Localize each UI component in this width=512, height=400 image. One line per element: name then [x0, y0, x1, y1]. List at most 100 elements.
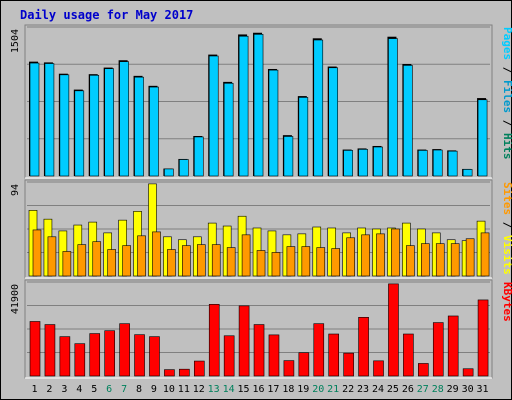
x-tick-label: 14	[223, 384, 235, 395]
sites-bar	[376, 233, 385, 277]
hits-bar	[59, 74, 70, 177]
kbytes-bar	[74, 343, 86, 377]
kbytes-bar	[193, 360, 205, 377]
sites-bar	[271, 252, 281, 277]
kbytes-bar	[119, 323, 130, 377]
x-tick-label: 9	[151, 384, 157, 395]
hits-bar	[208, 55, 219, 177]
x-tick-label: 21	[327, 384, 339, 395]
sites-bar	[301, 246, 311, 277]
sites-bar	[406, 245, 415, 277]
hits-bar	[29, 62, 40, 177]
hits-legend-part: Files	[501, 80, 512, 113]
sites-bar	[196, 244, 206, 277]
hits-bar	[193, 136, 204, 177]
sites-bar	[62, 251, 72, 277]
sites-bar	[167, 249, 176, 277]
hits-legend-part: Hits	[501, 133, 512, 160]
kbytes-bar	[268, 334, 280, 377]
x-tick-label: 2	[46, 384, 52, 395]
x-tick-label: 10	[163, 384, 175, 395]
kbytes-bar	[44, 324, 56, 377]
hits-bar	[104, 68, 114, 177]
hits-panel: 1504 Pages / Files / Hits	[10, 24, 512, 179]
kbytes-bar	[298, 352, 310, 377]
hits-legend-part: Pages	[501, 27, 512, 60]
x-tick-label: 15	[238, 384, 250, 395]
hits-legend-part: /	[501, 60, 512, 80]
hits-bar	[89, 74, 100, 177]
kbytes-bar	[253, 324, 265, 377]
x-tick-label: 12	[193, 384, 205, 395]
hits-bar	[119, 61, 129, 177]
x-tick-label: 26	[402, 384, 414, 395]
x-tick-label: 3	[61, 384, 67, 395]
hits-bar	[298, 97, 309, 177]
sites-bar	[435, 243, 445, 277]
kbytes-bar	[179, 368, 190, 377]
sites-bar	[122, 245, 131, 277]
kbytes-legend: KBytes	[501, 282, 512, 322]
kbytes-bar	[328, 333, 340, 377]
kbytes-bar	[238, 305, 250, 377]
x-tick-label: 23	[357, 384, 369, 395]
kbytes-bar	[447, 315, 459, 377]
kbytes-bar	[432, 322, 444, 377]
kbytes-bar	[343, 352, 354, 377]
x-tick-label: 24	[372, 384, 384, 395]
hits-bar	[358, 149, 368, 177]
x-tick-label: 25	[387, 384, 399, 395]
kbytes-bar	[134, 334, 145, 377]
hits-bar	[283, 136, 294, 177]
hits-bar	[253, 34, 264, 177]
x-tick-label: 7	[121, 384, 127, 395]
hits-bar	[328, 67, 339, 177]
hits-bar	[179, 159, 189, 177]
x-tick-label: 17	[267, 384, 279, 395]
visits-legend: Sites / Visits	[501, 182, 512, 275]
x-tick-label: 4	[76, 384, 82, 395]
hits-bar	[432, 149, 443, 177]
x-tick-label: 11	[178, 384, 190, 395]
sites-bar	[32, 229, 42, 277]
kbytes-bar	[388, 283, 399, 377]
sites-bar	[211, 244, 221, 277]
hits-bar	[149, 86, 159, 177]
kbytes-bar	[403, 333, 414, 377]
kbytes-bar	[208, 304, 220, 377]
kbytes-bar	[358, 316, 369, 377]
hits-bar	[268, 69, 279, 177]
x-tick-label: 22	[342, 384, 354, 395]
hits-bar	[462, 169, 473, 177]
x-tick-label: 8	[136, 384, 142, 395]
hits-bar	[388, 38, 398, 177]
sites-bar	[182, 245, 191, 277]
kbytes-legend-part: KBytes	[501, 282, 512, 322]
hits-bar	[477, 99, 488, 177]
sites-bar	[137, 235, 146, 277]
x-tick-label: 27	[417, 384, 429, 395]
hits-bar	[343, 150, 353, 177]
hits-bar	[223, 82, 234, 177]
kbytes-bar	[89, 333, 101, 377]
hits-bar	[44, 63, 55, 177]
sites-bar	[241, 234, 251, 277]
sites-bar	[391, 228, 400, 277]
kbytes-bar	[149, 336, 160, 377]
x-axis-ticks: 1 2 3 4 5 6 7 8 9 10 11 12 13 14 15 16 17 18 19 20 21 22 23 24 2…	[31, 384, 488, 395]
kbytes-bar	[104, 330, 115, 377]
sites-bar	[152, 231, 161, 277]
kbytes-bar	[373, 360, 384, 377]
hits-bar	[447, 150, 458, 177]
hits-bar	[164, 168, 174, 177]
sites-bar	[226, 247, 236, 277]
visits-panel: 94 Sites / Visits	[10, 179, 512, 279]
sites-bar	[331, 248, 341, 277]
sites-bar	[316, 247, 326, 277]
kbytes-panel: 41900 KBytes	[10, 279, 512, 379]
x-tick-label: 1	[31, 384, 37, 395]
chart-title: Daily usage for May 2017	[20, 8, 193, 22]
sites-bar	[346, 237, 355, 277]
visits-legend-part: /	[501, 215, 512, 235]
